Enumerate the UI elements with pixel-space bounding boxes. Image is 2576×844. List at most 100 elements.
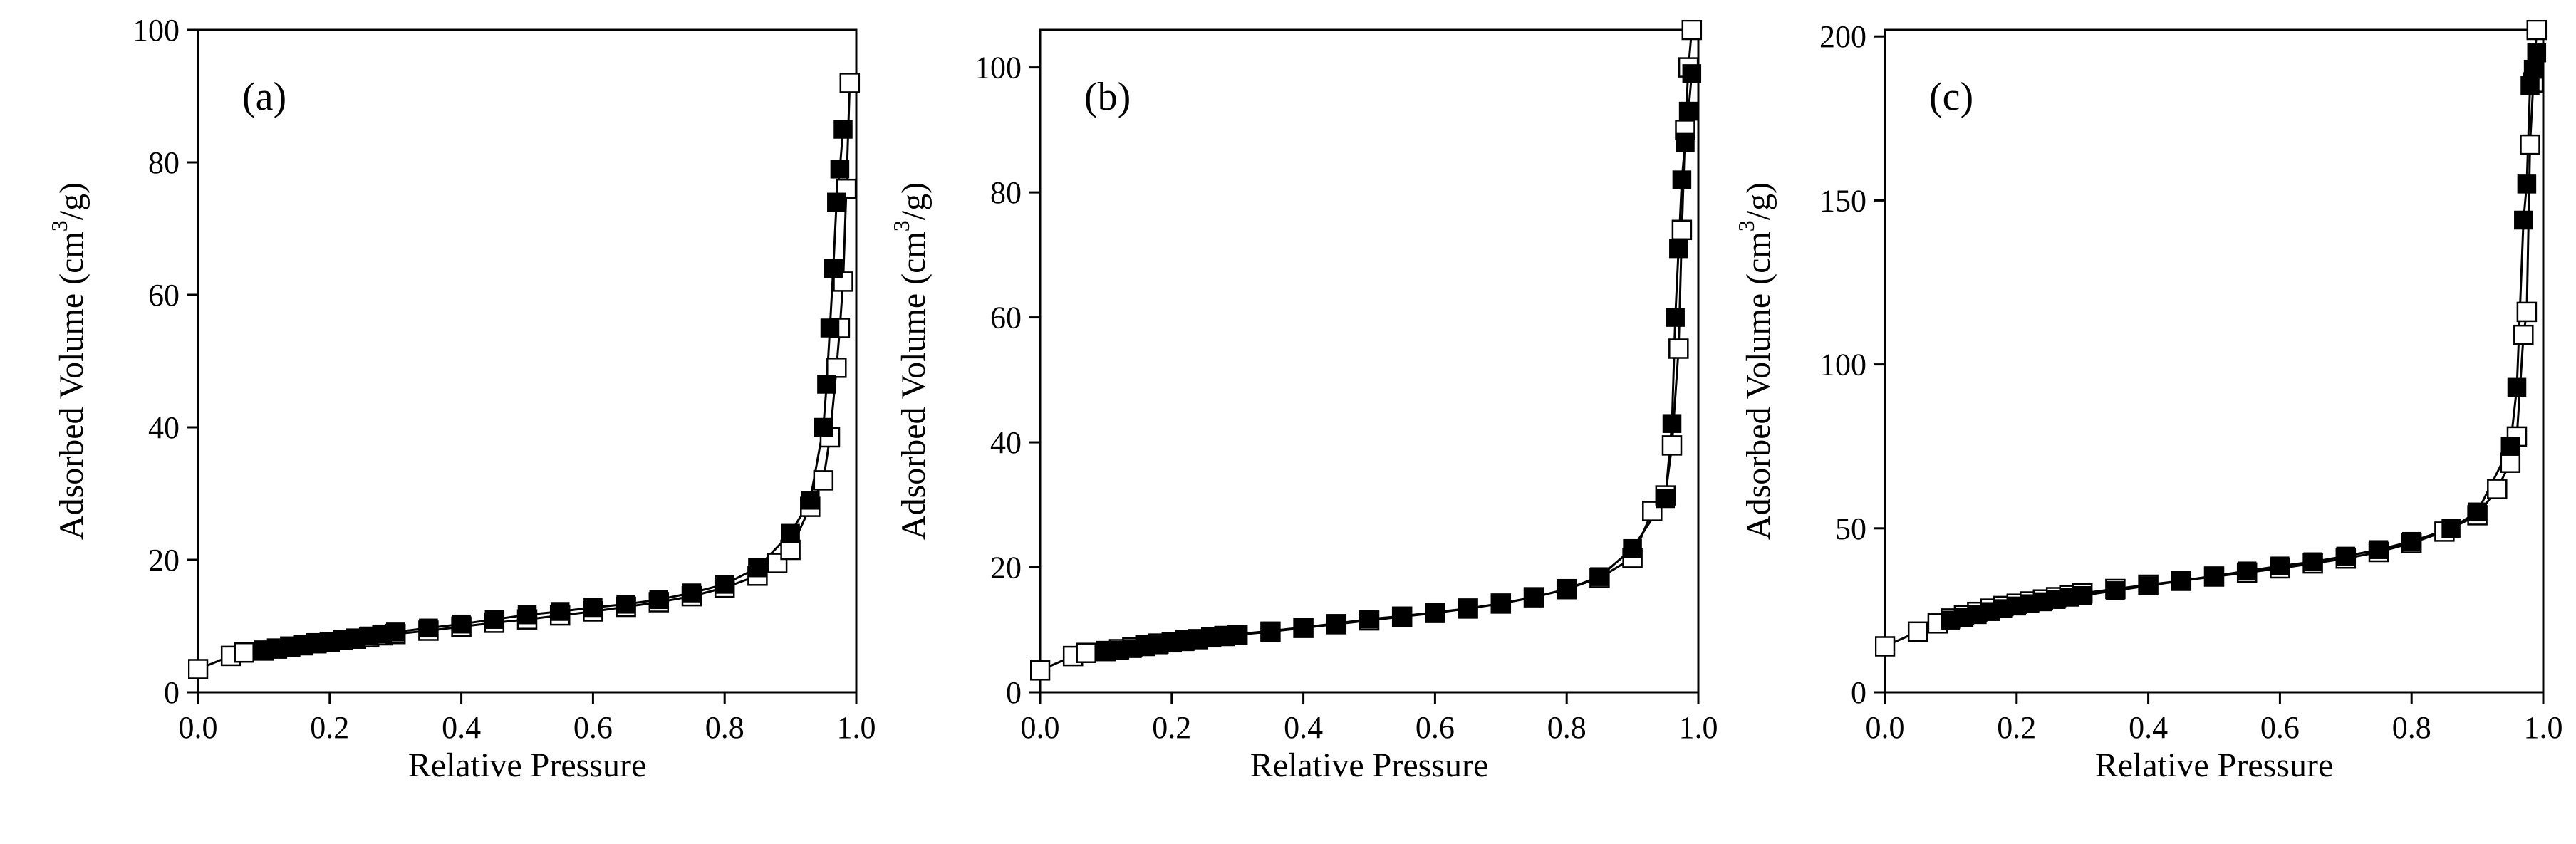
x-tick-label: 0.8 — [2392, 710, 2431, 745]
x-tick-label: 1.0 — [837, 710, 876, 745]
panel-c: 0.0 0.2 0.4 0.6 0.8 1.0 0 50 100 150 200 Relative P… — [1733, 19, 2563, 784]
desorption-point — [1458, 599, 1477, 618]
desorption-point — [1590, 567, 1609, 586]
panel-label: (b) — [1084, 75, 1131, 119]
desorption-point — [550, 602, 570, 621]
adsorption-point — [1030, 660, 1051, 681]
desorption-point — [1557, 579, 1577, 599]
desorption-point — [2303, 552, 2322, 572]
adsorption-point — [2526, 20, 2548, 41]
adsorption-point — [833, 271, 853, 292]
desorption-point — [1623, 538, 1642, 558]
desorption-point — [2171, 571, 2191, 590]
desorption-point — [1524, 588, 1544, 607]
desorption-point — [1392, 606, 1412, 626]
desorption-point — [814, 417, 833, 437]
x-tick-label: 0.2 — [310, 710, 349, 745]
x-tick-label: 0.6 — [573, 710, 613, 745]
x-tick-label: 0.0 — [1866, 710, 1905, 745]
y-axis-title-main: Adsorbed Volume (cm — [895, 231, 933, 540]
adsorption-point — [813, 470, 834, 491]
desorption-point — [649, 590, 669, 610]
y-tick-label: 0 — [1851, 675, 1866, 710]
desorption-point — [2106, 581, 2125, 600]
desorption-point — [2237, 561, 2257, 580]
desorption-point — [2270, 556, 2290, 575]
adsorption-point — [2520, 134, 2540, 155]
adsorption-point — [1668, 338, 1689, 359]
adsorption-point — [2487, 479, 2508, 499]
y-axis-title-tail: /g) — [1740, 182, 1777, 220]
y-tick-label: 100 — [133, 13, 180, 48]
adsorption-point — [1875, 636, 1896, 657]
desorption-point — [1672, 170, 1692, 189]
panel-b: 0.0 0.2 0.4 0.6 0.8 1.0 0 20 40 60 80 100 Relative P… — [888, 20, 1718, 784]
desorption-point — [1662, 414, 1682, 433]
desorption-point — [1096, 642, 1116, 662]
x-tick-label: 0.2 — [1152, 710, 1191, 745]
y-tick-label: 100 — [975, 51, 1022, 85]
desorption-point — [1359, 610, 1379, 629]
x-tick-label: 0.8 — [705, 710, 744, 745]
y-axis-title: Adsorbed Volume (cm3/g) — [46, 182, 90, 540]
x-tick-label: 0.6 — [2260, 710, 2300, 745]
desorption-point — [1941, 610, 1960, 630]
desorption-point — [2507, 377, 2527, 397]
adsorption-point — [2513, 324, 2534, 345]
y-axis-title: Adsorbed Volume (cm3/g) — [888, 182, 933, 540]
adsorption-point — [234, 642, 254, 663]
desorption-point — [2468, 502, 2487, 522]
x-tick-label: 0.2 — [1997, 710, 2036, 745]
desorption-point — [1491, 594, 1511, 613]
y-axis-title-main: Adsorbed Volume (cm — [53, 231, 90, 540]
desorption-point — [824, 259, 843, 278]
desorption-point — [1666, 308, 1685, 327]
adsorption-point — [1661, 435, 1683, 456]
desorption-point — [1261, 621, 1280, 641]
desorption-point — [1294, 618, 1313, 637]
panel-label: (c) — [1929, 75, 1973, 119]
desorption-point — [1669, 239, 1688, 259]
x-tick-label: 0.4 — [442, 710, 481, 745]
desorption-point — [2523, 59, 2543, 79]
desorption-point — [1676, 132, 1695, 152]
desorption-point — [830, 160, 850, 179]
desorption-point — [484, 610, 504, 629]
y-tick-label: 20 — [148, 543, 180, 578]
plot-frame — [197, 28, 858, 694]
y-tick-label: 0 — [164, 675, 180, 710]
plot-frame — [1039, 28, 1700, 694]
desorption-point — [419, 618, 438, 638]
desorption-point — [1678, 101, 1698, 121]
y-tick-label: 40 — [148, 410, 180, 445]
plot-area — [1030, 20, 1703, 681]
adsorption-point — [1671, 219, 1693, 241]
y-axis-title-superscript: 3 — [46, 220, 72, 231]
desorption-point — [2517, 174, 2537, 194]
y-axis-title-superscript: 3 — [1733, 220, 1759, 231]
y-tick-label: 80 — [148, 145, 180, 180]
adsorption-point — [1076, 642, 1096, 663]
desorption-point — [817, 375, 836, 394]
desorption-point — [2514, 210, 2533, 230]
y-axis-title-main: Adsorbed Volume (cm — [1740, 231, 1777, 540]
y-tick-label: 60 — [990, 301, 1022, 335]
adsorption-point — [2500, 452, 2521, 473]
x-tick-label: 1.0 — [1679, 710, 1718, 745]
desorption-point — [1656, 489, 1676, 509]
desorption-point — [583, 598, 603, 618]
desorption-point — [517, 605, 537, 625]
adsorption-point — [780, 539, 801, 561]
desorption-point — [2527, 43, 2547, 63]
x-tick-label: 1.0 — [2524, 710, 2563, 745]
desorption-point — [254, 641, 274, 660]
adsorption-point — [1907, 621, 1928, 642]
y-tick-label: 200 — [1819, 19, 1866, 54]
y-axis-title-superscript: 3 — [888, 220, 914, 231]
x-tick-label: 0.0 — [1021, 710, 1060, 745]
x-tick-label: 0.8 — [1547, 710, 1586, 745]
x-tick-label: 0.0 — [179, 710, 218, 745]
x-axis-title: Relative Pressure — [2095, 746, 2334, 784]
x-tick-label: 0.4 — [1284, 710, 1323, 745]
